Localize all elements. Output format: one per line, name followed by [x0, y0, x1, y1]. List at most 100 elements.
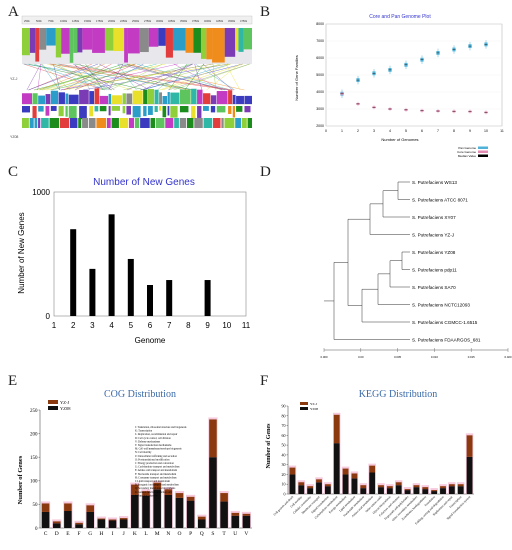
y-tick-label: 50: [33, 503, 39, 508]
lcb-block: [58, 106, 64, 117]
x-tick-label: 0: [325, 129, 327, 133]
y-tick-label: 100: [30, 480, 38, 485]
bar-yzj: [86, 505, 95, 512]
lcb-block: [197, 106, 202, 118]
strain-label: S. Putrefaciens SA70: [412, 285, 456, 290]
synteny-link: [47, 63, 132, 91]
synteny-link: [159, 63, 231, 91]
legend-yz08-swatch: [48, 406, 58, 410]
x-tick-label: 10: [222, 321, 231, 330]
bar-yzj: [186, 496, 195, 501]
y-tick-label: 0: [284, 492, 286, 497]
chart-title: Core and Pan Genome Plot: [369, 14, 431, 20]
bar-yzj: [351, 473, 358, 479]
cog-legend-item: I: Lipid transport and metabolism: [135, 480, 170, 483]
bar-yzj: [220, 493, 228, 502]
synteny-link: [173, 63, 250, 91]
synteny-link: [157, 63, 189, 91]
lcb-block: [34, 118, 38, 128]
x-tick-label: 6: [148, 321, 153, 330]
bar-yzj: [360, 485, 367, 489]
x-tick-label: 11: [242, 321, 251, 330]
lcb-block: [132, 106, 141, 118]
y-tick-label: 3000: [316, 107, 324, 111]
panel-label-c: C: [8, 164, 19, 180]
ruler-tick: 1250k: [72, 19, 80, 23]
lcb-block: [94, 88, 100, 104]
ruler-tick: 4000k: [204, 19, 212, 23]
cog-legend-item: F: Nucleotide transport and metabolism: [135, 473, 176, 476]
lcb-block: [89, 91, 95, 104]
strain-label: S. Putrefaciens FDAARGOS_681: [412, 337, 481, 342]
bar-yz08: [324, 486, 331, 494]
cog-legend-item: L: Replication, recombination and repair: [135, 433, 177, 436]
lcb-block: [104, 28, 114, 51]
lcb-block: [122, 93, 126, 104]
ruler-tick: 4750k: [240, 19, 248, 23]
bar-yz08: [75, 524, 83, 528]
lcb-block: [22, 93, 32, 104]
lcb-block: [174, 118, 179, 128]
lcb-block: [186, 118, 194, 128]
x-tick-label: 7: [437, 129, 439, 133]
lcb-block: [50, 90, 59, 104]
lcb-block: [206, 28, 213, 60]
lcb-block: [38, 118, 41, 128]
lcb-block: [167, 92, 170, 104]
lcb-block: [170, 92, 180, 104]
lcb-block: [210, 106, 216, 113]
synteny-link: [206, 63, 240, 91]
bar-yz08: [386, 488, 393, 494]
lcb-block: [68, 106, 77, 119]
bar-yz08: [175, 497, 184, 528]
synteny-link: [28, 63, 92, 91]
lcb-block: [179, 118, 187, 128]
synteny-link: [126, 63, 193, 91]
y-tick-label: 30: [282, 462, 286, 467]
x-tick-label: J: [123, 531, 126, 537]
lcb-block: [158, 28, 166, 46]
ruler-tick: 4500k: [228, 19, 236, 23]
lcb-block: [124, 28, 128, 63]
lcb-block: [126, 106, 132, 115]
y-tick-label: 0: [46, 312, 51, 321]
y-tick-label: 150: [30, 456, 38, 461]
bar-yzj: [164, 489, 173, 495]
lcb-block: [159, 92, 163, 104]
tree-scale: 0.000 0.00 0.005 0.010 0.015 0.020: [321, 348, 512, 359]
bar-yzj: [64, 503, 72, 512]
synteny-link: [110, 63, 163, 91]
lcb-block: [92, 28, 105, 53]
lcb-block: [228, 90, 233, 104]
lcb-block: [172, 28, 186, 51]
lcb-block: [29, 118, 34, 128]
lcb-block: [65, 93, 69, 104]
lcb-block: [127, 28, 140, 54]
lcb-block: [82, 28, 93, 50]
bar-yzj: [413, 485, 420, 488]
bar-yz08: [131, 494, 139, 528]
x-tick-label: 7: [167, 321, 172, 330]
strain-label: S. Putrefaciens YZ-J: [412, 232, 454, 237]
x-tick-label: 2: [357, 129, 359, 133]
x-tick-label: Q: [200, 531, 204, 537]
bar-yzj: [131, 484, 139, 495]
y-axis-label: Number of Genes: [17, 455, 24, 504]
lcb-block: [150, 118, 156, 128]
bar-yzj: [369, 465, 376, 473]
lcb-block: [143, 89, 148, 104]
strain-label: S. Putrefaciens WS13: [412, 180, 457, 185]
cog-legend-item: P: Inorganic ion transport and metabolis…: [135, 484, 179, 487]
chart-axes: 1 2 3 4 5 6 7 8 9 10 11 0 1000: [32, 188, 250, 330]
scale-label: 0.010: [431, 355, 438, 359]
bar-yzj: [324, 484, 331, 487]
lcb-block: [122, 106, 126, 114]
bar-yzj: [466, 435, 473, 457]
phylogenetic-tree: S. Putrefaciens WS13 S. Putrefaciens ATCC…: [321, 180, 512, 359]
x-tick-label: N: [166, 531, 170, 537]
lcb-block: [165, 118, 174, 128]
lcb-block: [96, 118, 107, 128]
bar-yz08: [164, 494, 173, 528]
lcb-block: [59, 118, 69, 128]
lcb-block: [224, 28, 236, 57]
